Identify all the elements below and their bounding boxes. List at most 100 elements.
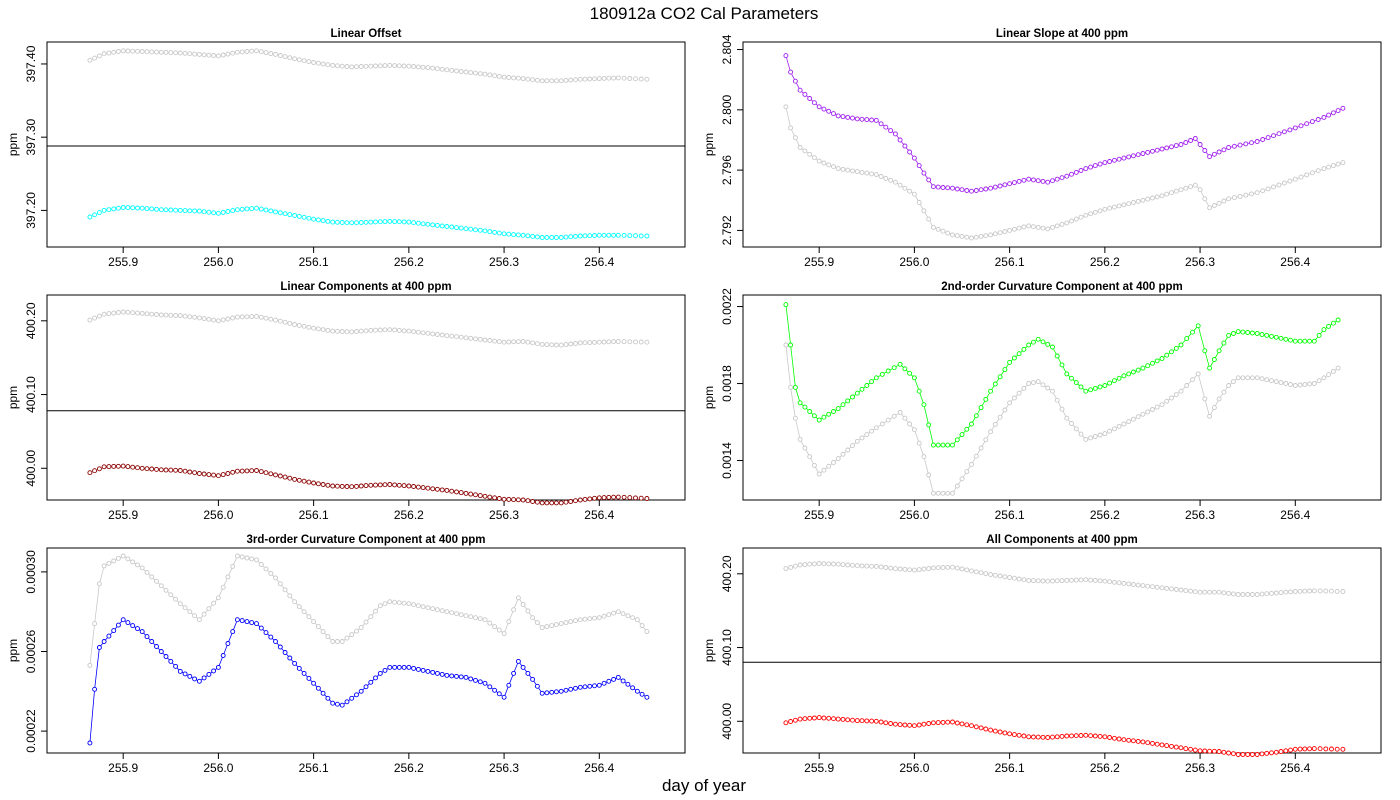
data-point (954, 720, 960, 726)
data-point (411, 64, 417, 69)
data-point (606, 678, 612, 684)
data-point (1083, 212, 1089, 218)
data-point (1311, 588, 1317, 594)
data-point (1116, 423, 1122, 429)
data-point (420, 604, 426, 610)
data-point (992, 231, 998, 237)
data-point (1116, 156, 1122, 162)
data-point (106, 311, 112, 317)
data-point (87, 317, 93, 323)
y-tick-label: 400.10 (24, 376, 38, 413)
data-point (415, 603, 421, 609)
data-point (1107, 159, 1113, 164)
data-point (978, 725, 984, 731)
data-point (382, 482, 388, 488)
data-point (988, 429, 994, 435)
data-point (163, 587, 169, 593)
data-point (1254, 375, 1260, 381)
data-point (1073, 380, 1079, 386)
y-tick-label: 0.00026 (24, 629, 38, 673)
data-point (1059, 221, 1065, 227)
data-point (869, 718, 875, 724)
data-point (115, 622, 121, 628)
data-point (215, 210, 221, 216)
data-point (1297, 338, 1303, 344)
data-point (558, 78, 564, 84)
data-point (1150, 195, 1155, 201)
data-point (1069, 218, 1074, 224)
data-point (1054, 176, 1060, 182)
data-point (1016, 390, 1022, 396)
data-point (463, 490, 469, 496)
data-point (377, 63, 383, 69)
data-point (87, 662, 93, 668)
data-point (1302, 382, 1308, 387)
data-point (644, 233, 650, 239)
data-point (273, 209, 278, 215)
data-point (592, 495, 597, 501)
data-point (1088, 387, 1094, 393)
data-point (568, 234, 574, 240)
data-point (792, 415, 798, 421)
data-point (1173, 143, 1179, 149)
data-point (959, 721, 965, 727)
data-point (358, 625, 364, 631)
data-point (458, 334, 464, 340)
data-point (897, 182, 903, 188)
data-point (363, 619, 369, 625)
data-point (501, 74, 507, 80)
y-axis-label: ppm (702, 386, 716, 409)
data-point (473, 336, 478, 342)
data-point (563, 620, 569, 626)
data-point (458, 612, 464, 618)
data-point (1011, 226, 1017, 232)
data-point (1102, 206, 1108, 212)
data-point (1021, 385, 1027, 391)
data-point (406, 664, 412, 670)
data-point (196, 51, 202, 57)
data-point (926, 422, 932, 428)
data-point (487, 229, 493, 235)
data-point (1221, 749, 1227, 755)
data-point (401, 328, 407, 334)
data-point (1159, 146, 1165, 152)
data-point (115, 555, 121, 561)
data-point (1221, 590, 1227, 596)
data-point (463, 69, 469, 75)
series-line (89, 619, 648, 744)
data-point (211, 210, 217, 216)
data-point (992, 421, 998, 427)
data-point (1002, 730, 1008, 736)
data-point (258, 49, 264, 55)
data-point (1202, 589, 1208, 595)
data-point (1254, 752, 1260, 757)
data-point (620, 678, 626, 684)
data-point (349, 695, 355, 701)
data-point (1083, 577, 1089, 583)
data-point (468, 491, 474, 497)
data-point (888, 128, 894, 134)
data-point (258, 625, 264, 631)
data-point (1273, 590, 1279, 596)
data-point (1140, 197, 1146, 203)
data-point (1030, 339, 1036, 345)
data-point (158, 649, 164, 654)
data-point (1150, 360, 1155, 366)
data-point (892, 721, 898, 727)
data-point (1069, 171, 1074, 177)
data-point (496, 73, 502, 79)
data-point (1287, 127, 1293, 133)
data-point (487, 338, 493, 343)
data-point (1311, 746, 1317, 752)
data-point (1126, 371, 1132, 377)
data-point (950, 719, 955, 725)
series-2 (87, 463, 650, 506)
data-point (201, 675, 207, 681)
data-point (577, 617, 583, 623)
data-point (106, 633, 112, 639)
data-point (1040, 734, 1046, 740)
data-point (831, 409, 836, 414)
x-tick-label: 255.9 (804, 761, 834, 775)
data-point (596, 495, 602, 501)
data-point (845, 167, 851, 173)
